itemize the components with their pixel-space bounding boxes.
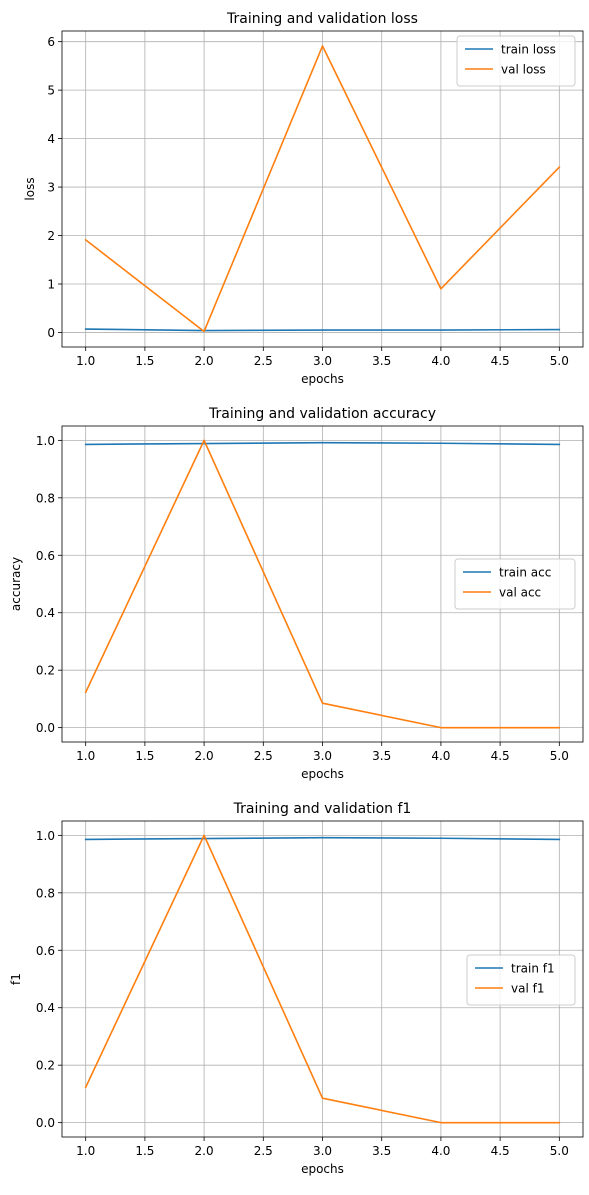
x-tick-label: 2.0 <box>195 1144 214 1158</box>
y-tick-label: 4 <box>47 132 55 146</box>
x-axis-label: epochs <box>301 372 344 386</box>
y-tick-label: 0.4 <box>36 1001 55 1015</box>
y-tick-label: 3 <box>47 181 55 195</box>
x-tick-label: 1.5 <box>135 354 154 368</box>
x-tick-label: 3.0 <box>313 1144 332 1158</box>
series-line-train <box>84 441 561 446</box>
legend-label-val: val loss <box>501 63 546 77</box>
y-tick-label: 0.0 <box>36 1116 55 1130</box>
y-tick-label: 0 <box>47 326 55 340</box>
legend-label-val: val acc <box>499 586 541 600</box>
y-tick-label: 5 <box>47 84 55 98</box>
y-axis-label: f1 <box>9 973 23 985</box>
y-tick-label: 1.0 <box>36 829 55 843</box>
legend-label-val: val f1 <box>511 982 544 996</box>
series-line-train <box>84 836 561 841</box>
x-tick-label: 5.0 <box>550 354 569 368</box>
y-tick-label: 0.4 <box>36 606 55 620</box>
y-axis-label: accuracy <box>9 557 23 611</box>
legend-label-train: train loss <box>501 43 556 57</box>
x-tick-label: 1.0 <box>76 354 95 368</box>
legend-label-train: train f1 <box>511 962 555 976</box>
x-tick-label: 3.5 <box>372 749 391 763</box>
x-tick-label: 4.0 <box>431 1144 450 1158</box>
y-tick-label: 0.2 <box>36 664 55 678</box>
x-tick-label: 1.5 <box>135 1144 154 1158</box>
x-tick-label: 3.5 <box>372 354 391 368</box>
y-tick-label: 0.8 <box>36 491 55 505</box>
x-tick-label: 4.5 <box>491 1144 510 1158</box>
x-tick-label: 2.5 <box>254 354 273 368</box>
y-tick-label: 1 <box>47 277 55 291</box>
x-tick-label: 3.5 <box>372 1144 391 1158</box>
x-tick-label: 2.5 <box>254 1144 273 1158</box>
chart-title: Training and validation accuracy <box>208 406 436 422</box>
y-tick-label: 0.6 <box>36 944 55 958</box>
y-tick-label: 0.6 <box>36 549 55 563</box>
series-line-val <box>84 834 561 1124</box>
legend: train f1 val f1 <box>466 954 576 1006</box>
y-tick-label: 1.0 <box>36 434 55 448</box>
x-tick-label: 2.0 <box>195 354 214 368</box>
y-tick-label: 6 <box>47 35 55 49</box>
x-tick-label: 2.0 <box>195 749 214 763</box>
x-tick-label: 2.5 <box>254 749 273 763</box>
x-tick-label: 1.0 <box>76 749 95 763</box>
legend: train loss val loss <box>456 35 576 87</box>
y-tick-label: 0.2 <box>36 1059 55 1073</box>
y-axis-label: loss <box>23 177 37 200</box>
x-tick-label: 4.5 <box>491 354 510 368</box>
series-line-val <box>84 45 561 333</box>
legend-label-train: train acc <box>499 566 551 580</box>
series-line-val <box>84 439 561 729</box>
x-axis-label: epochs <box>301 767 344 781</box>
series-line-train <box>84 328 561 332</box>
chart-panel-1: 1.0 1.5 2.0 2.5 3.0 3.5 4.0 4.5 5.0 0 1 2 3 4 5 6 Traini… <box>23 11 584 386</box>
chart-title: Training and validation loss <box>226 11 418 27</box>
x-tick-label: 5.0 <box>550 1144 569 1158</box>
x-axis-label: epochs <box>301 1162 344 1176</box>
x-tick-label: 5.0 <box>550 749 569 763</box>
legend: train acc val acc <box>454 558 576 610</box>
chart-panel-2: 1.0 1.5 2.0 2.5 3.0 3.5 4.0 4.5 5.0 0.0 0.2 0.4 0.6 0… <box>9 406 584 781</box>
y-tick-label: 0.8 <box>36 886 55 900</box>
x-tick-label: 4.0 <box>431 749 450 763</box>
y-tick-label: 0.0 <box>36 721 55 735</box>
chart-panel-3: 1.0 1.5 2.0 2.5 3.0 3.5 4.0 4.5 5.0 0.0 0.2 0.4 0.6 0… <box>9 801 584 1176</box>
x-tick-label: 3.0 <box>313 749 332 763</box>
chart-title: Training and validation f1 <box>233 801 412 817</box>
x-tick-label: 3.0 <box>313 354 332 368</box>
x-tick-label: 4.0 <box>431 354 450 368</box>
x-tick-label: 1.5 <box>135 749 154 763</box>
y-tick-label: 2 <box>47 229 55 243</box>
x-tick-label: 1.0 <box>76 1144 95 1158</box>
x-tick-label: 4.5 <box>491 749 510 763</box>
